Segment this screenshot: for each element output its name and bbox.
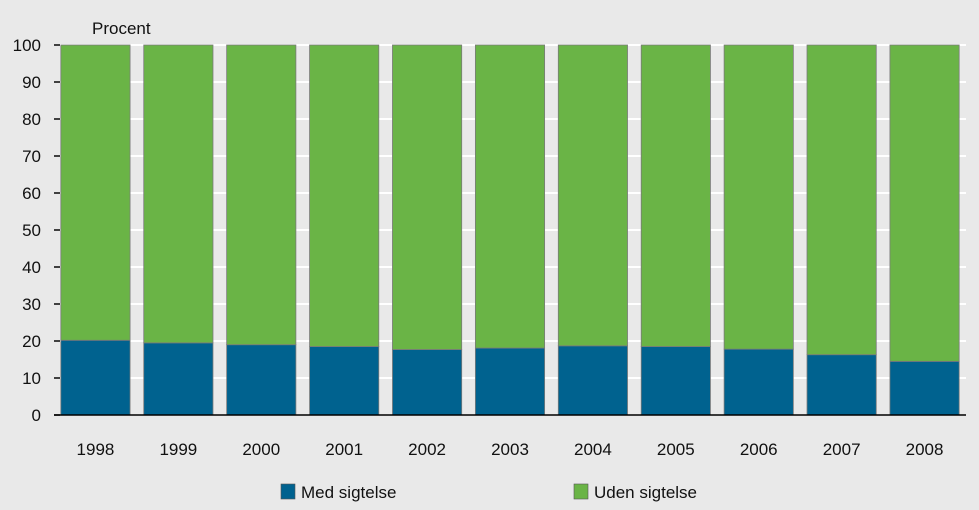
x-tick-label: 2005 xyxy=(657,440,695,459)
y-tick-label: 60 xyxy=(22,184,41,203)
y-tick-label: 0 xyxy=(32,406,41,425)
bar-med-sigtelse-1999 xyxy=(143,342,214,416)
bar-uden-sigtelse-2002 xyxy=(392,44,463,350)
bar-uden-sigtelse-2007 xyxy=(806,44,877,356)
y-tick-label: 30 xyxy=(22,295,41,314)
legend-swatch-med-sigtelse xyxy=(280,483,296,500)
x-tick-label: 2001 xyxy=(325,440,363,459)
y-tick-label: 70 xyxy=(22,147,41,166)
y-axis-unit-label: Procent xyxy=(92,19,151,38)
y-axis: 0 10 20 30 40 50 60 70 80 90 100 xyxy=(13,36,966,425)
bar-med-sigtelse-2003 xyxy=(474,347,546,416)
bar-uden-sigtelse-2000 xyxy=(226,44,297,346)
y-tick-label: 90 xyxy=(22,73,41,92)
bar-uden-sigtelse-2008 xyxy=(889,44,960,362)
bar-med-sigtelse-2000 xyxy=(226,344,297,416)
bar-med-sigtelse-2006 xyxy=(723,348,794,416)
bar-uden-sigtelse-2001 xyxy=(309,44,380,347)
bar-med-sigtelse-2002 xyxy=(392,349,463,416)
y-tick-label: 80 xyxy=(22,110,41,129)
bar-uden-sigtelse-1999 xyxy=(143,44,214,344)
x-tick-label: 2000 xyxy=(242,440,280,459)
legend: Med sigtelse Uden sigtelse xyxy=(280,483,697,502)
legend-label: Uden sigtelse xyxy=(594,483,697,502)
legend-label: Med sigtelse xyxy=(301,483,396,502)
bar-uden-sigtelse-2004 xyxy=(557,44,628,347)
y-tick-label: 10 xyxy=(22,369,41,388)
bar-med-sigtelse-2005 xyxy=(640,346,711,416)
bar-uden-sigtelse-2003 xyxy=(474,44,546,349)
bar-uden-sigtelse-2006 xyxy=(723,44,794,350)
x-tick-label: 1998 xyxy=(77,440,115,459)
bar-uden-sigtelse-2005 xyxy=(640,44,711,347)
x-tick-label: 2007 xyxy=(823,440,861,459)
bar-med-sigtelse-1998 xyxy=(60,339,131,416)
x-tick-label: 2006 xyxy=(740,440,778,459)
legend-swatch-uden-sigtelse xyxy=(573,483,589,500)
bar-med-sigtelse-2001 xyxy=(309,346,380,416)
bar-med-sigtelse-2007 xyxy=(806,354,877,416)
x-tick-label: 2004 xyxy=(574,440,612,459)
y-tick-label: 50 xyxy=(22,221,41,240)
y-tick-label: 100 xyxy=(13,36,41,55)
y-tick-label: 20 xyxy=(22,332,41,351)
x-tick-label: 2003 xyxy=(491,440,529,459)
y-tick-label: 40 xyxy=(22,258,41,277)
bar-uden-sigtelse-1998 xyxy=(60,44,131,341)
bar-med-sigtelse-2008 xyxy=(889,360,960,416)
bars xyxy=(60,44,960,416)
x-tick-label: 2002 xyxy=(408,440,446,459)
x-tick-label: 1999 xyxy=(159,440,197,459)
x-axis: 1998 1999 2000 2001 2002 2003 2004 2005 2006 2007… xyxy=(77,440,944,459)
x-tick-label: 2008 xyxy=(906,440,944,459)
bar-med-sigtelse-2004 xyxy=(557,345,628,416)
